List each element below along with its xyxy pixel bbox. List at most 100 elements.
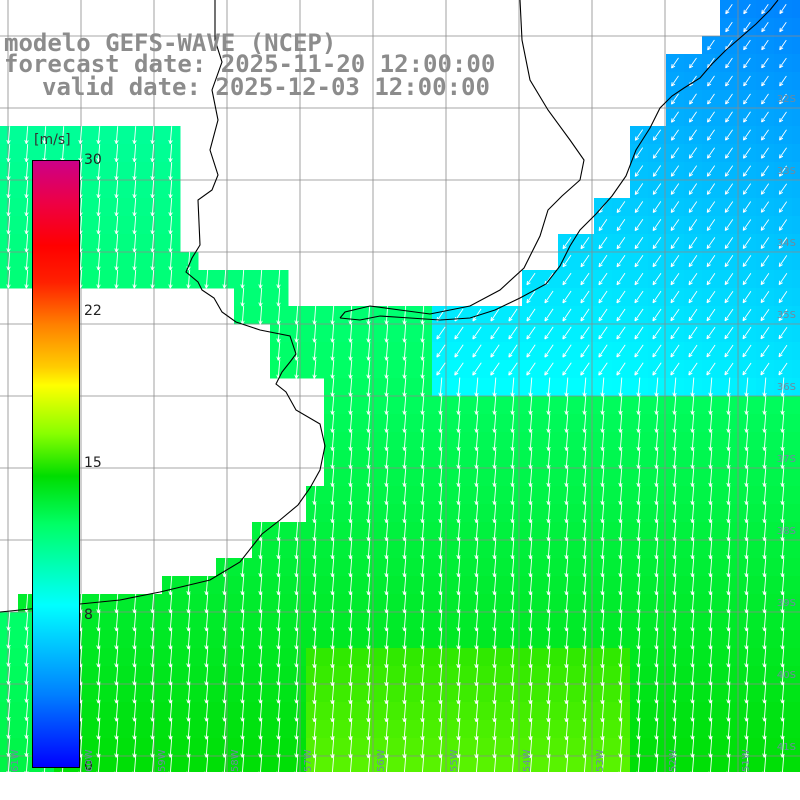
wind-arrow: [132, 144, 137, 163]
wind-arrow: [526, 344, 536, 358]
wind-arrow: [526, 362, 536, 376]
wind-arrow: [348, 521, 353, 542]
wind-arrow: [654, 557, 659, 578]
wind-arrow: [384, 539, 389, 560]
wind-arrow: [778, 326, 788, 340]
wind-arrow: [744, 646, 749, 668]
wind-arrow: [618, 575, 623, 596]
wind-arrow: [582, 592, 587, 614]
wind-arrow: [652, 237, 662, 250]
wind-arrow: [544, 326, 554, 340]
wind-arrow: [204, 592, 209, 614]
wind-arrow: [348, 431, 353, 451]
wind-arrow: [114, 197, 119, 217]
latitude-label: 35S: [776, 310, 796, 321]
wind-arrow: [618, 664, 623, 686]
wind-arrow: [778, 255, 788, 267]
wind-arrow: [492, 377, 497, 397]
wind-arrow: [726, 557, 731, 578]
wind-arrow: [114, 269, 119, 289]
wind-arrow: [132, 269, 137, 289]
wind-arrow: [778, 201, 788, 213]
wind-arrow: [348, 485, 353, 505]
wind-arrow: [761, 21, 769, 33]
wind-arrow: [706, 344, 716, 358]
wind-arrow: [761, 111, 769, 123]
wind-arrow: [492, 557, 497, 578]
wind-arrow: [760, 183, 770, 195]
wind-arrow: [618, 431, 623, 451]
wind-arrow: [222, 718, 227, 740]
wind-arrow: [384, 341, 389, 361]
wind-arrow: [546, 539, 551, 560]
wind-arrow: [114, 144, 119, 163]
wind-arrow: [168, 144, 173, 163]
wind-arrow: [564, 539, 569, 560]
longitude-label: 54W: [522, 749, 533, 772]
wind-arrow: [580, 362, 590, 376]
wind-arrow: [330, 377, 335, 397]
wind-arrow: [312, 323, 317, 343]
wind-arrow: [670, 237, 680, 250]
wind-arrow: [168, 180, 173, 199]
wind-arrow: [760, 273, 770, 286]
wind-arrow: [366, 503, 371, 524]
wind-speed-cell: [792, 0, 800, 19]
wind-arrow: [472, 362, 482, 376]
wind-arrow: [438, 485, 443, 505]
wind-arrow: [6, 719, 11, 739]
wind-arrow: [744, 503, 749, 524]
wind-arrow: [186, 628, 191, 650]
wind-arrow: [24, 126, 29, 145]
wind-arrow: [672, 592, 677, 614]
wind-arrow: [652, 183, 662, 195]
wind-arrow: [330, 431, 335, 451]
wind-speed-cell: [792, 90, 800, 109]
wind-arrow: [312, 485, 317, 505]
wind-arrow: [562, 326, 572, 340]
wind-arrow: [6, 737, 11, 757]
wind-arrow: [654, 575, 659, 596]
wind-arrow: [204, 718, 209, 740]
wind-arrow: [672, 521, 677, 542]
wind-arrow: [761, 39, 769, 51]
wind-arrow: [780, 718, 785, 740]
wind-arrow: [402, 628, 407, 650]
wind-arrow: [168, 610, 173, 632]
wind-arrow: [688, 326, 698, 340]
wind-arrow: [436, 326, 446, 340]
wind-speed-cell: [792, 108, 800, 127]
wind-arrow: [744, 592, 749, 614]
wind-arrow: [258, 664, 263, 686]
wind-arrow: [222, 557, 227, 578]
wind-speed-cell: [792, 180, 800, 199]
wind-arrow: [582, 610, 587, 632]
wind-arrow: [6, 665, 11, 685]
wind-arrow: [672, 575, 677, 596]
wind-arrow: [780, 736, 785, 758]
wind-arrow: [420, 628, 425, 650]
wind-arrow: [598, 326, 608, 340]
latitude-label: 34S: [776, 238, 796, 249]
wind-arrow: [690, 395, 695, 415]
wind-arrow: [672, 467, 677, 487]
wind-arrow: [132, 700, 137, 722]
wind-arrow: [634, 129, 644, 141]
wind-arrow: [420, 485, 425, 505]
wind-arrow: [366, 575, 371, 596]
wind-arrow: [778, 165, 787, 177]
wind-arrow: [724, 255, 734, 268]
wind-arrow: [598, 362, 608, 376]
wind-arrow: [420, 539, 425, 560]
wind-arrow: [150, 610, 155, 632]
wind-arrow: [726, 592, 731, 614]
wind-arrow: [132, 664, 137, 686]
wind-arrow: [276, 287, 281, 307]
wind-arrow: [420, 610, 425, 632]
wind-arrow: [240, 700, 245, 722]
wind-arrow: [312, 539, 317, 560]
wind-arrow: [24, 719, 29, 739]
wind-arrow: [600, 377, 605, 397]
wind-arrow: [528, 503, 533, 524]
wind-arrow: [456, 592, 461, 614]
